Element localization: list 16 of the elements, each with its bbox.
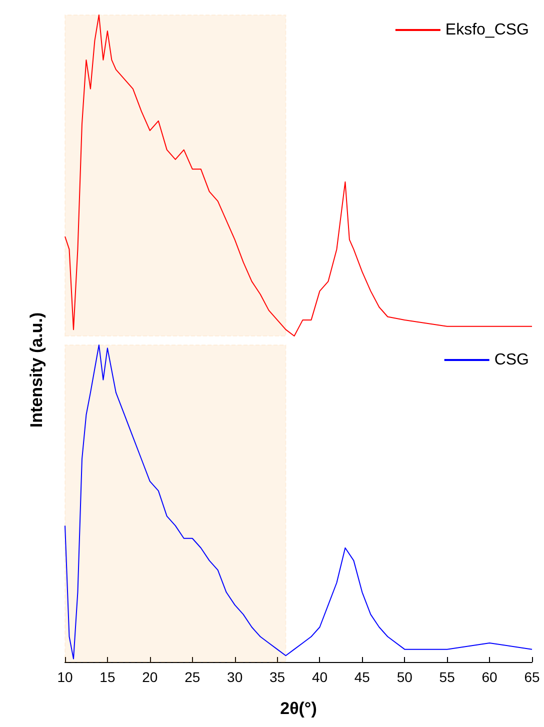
x-tick-label: 50: [396, 669, 413, 685]
x-tick-label: 65: [524, 669, 540, 685]
x-tick-label: 40: [312, 669, 328, 685]
x-tick-label: 25: [184, 669, 200, 685]
legend-label: CSG: [494, 352, 529, 368]
x-tick-label: 15: [100, 669, 116, 685]
x-tick-label: 30: [227, 669, 243, 685]
legend-label: Eksfo_CSG: [445, 22, 530, 38]
x-axis-title: 2θ(°): [280, 699, 317, 718]
y-axis-title: Intensity (a.u.): [27, 312, 46, 428]
x-tick-label: 35: [269, 669, 286, 685]
x-tick-label: 60: [482, 669, 498, 685]
x-tick-label: 55: [439, 669, 456, 685]
x-tick-label: 10: [57, 669, 73, 685]
x-tick-label: 20: [142, 669, 158, 685]
x-tick-label: 45: [354, 669, 370, 685]
